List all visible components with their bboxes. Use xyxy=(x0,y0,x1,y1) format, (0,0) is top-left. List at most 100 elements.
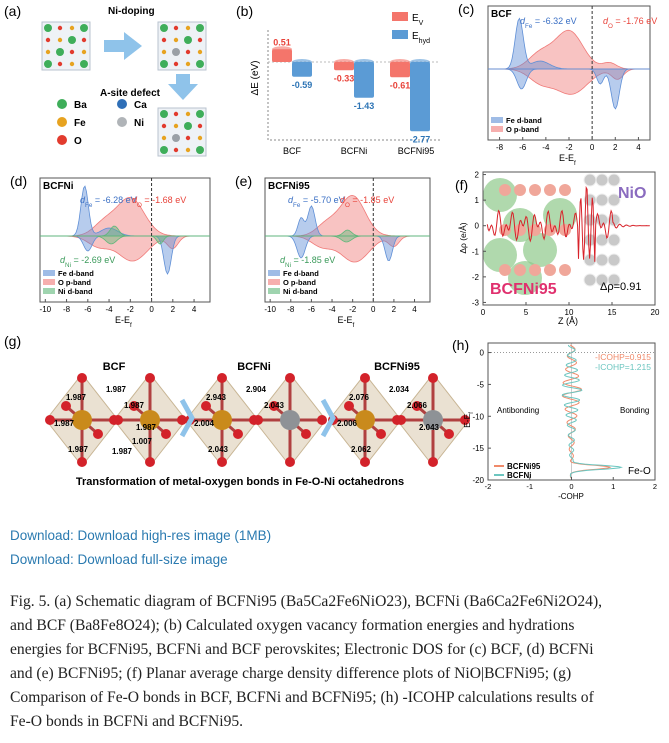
legend-atom xyxy=(117,117,127,127)
oxygen xyxy=(376,429,386,439)
bond-length: 1.007 xyxy=(132,437,153,446)
value-label: -0.61 xyxy=(390,80,411,90)
x-tick-label: -4 xyxy=(328,305,336,314)
y-tick-label: -15 xyxy=(472,444,484,453)
atom xyxy=(607,233,621,247)
panel-label: (f) xyxy=(455,177,468,193)
atom xyxy=(173,25,179,31)
symbol: d xyxy=(280,255,286,265)
subscript: f xyxy=(469,412,475,414)
x-tick-label: -8 xyxy=(63,305,71,314)
atom xyxy=(160,146,168,154)
base: E xyxy=(412,13,419,24)
symbol: d xyxy=(340,195,346,205)
oxygen xyxy=(129,401,139,411)
oxygen xyxy=(253,415,263,425)
atom xyxy=(607,173,621,187)
x-tick-label: 2 xyxy=(392,305,397,314)
bond-length: 1.987 xyxy=(68,445,89,454)
panel-label: (g) xyxy=(4,333,21,349)
x-tick-label: 15 xyxy=(608,308,617,317)
bond-length: 2.006 xyxy=(337,419,358,428)
symbol: d xyxy=(520,16,526,26)
bar xyxy=(410,62,430,132)
x-tick-label: -4 xyxy=(106,305,114,314)
x-tick-label: 2 xyxy=(653,482,657,491)
structure-title: BCFNi xyxy=(237,361,271,373)
atom xyxy=(69,25,75,31)
y-tick-label: -1 xyxy=(472,247,480,256)
oxygen xyxy=(301,429,311,439)
dos-curve xyxy=(488,29,650,70)
legend-label: Fe d-band xyxy=(58,269,94,278)
atom xyxy=(161,135,167,141)
atom xyxy=(595,253,609,267)
x-tick-label: BCFNi xyxy=(341,146,368,156)
x-tick-label: 0 xyxy=(590,143,595,152)
legend-label: Fe d-band xyxy=(506,116,542,125)
atom xyxy=(559,184,571,196)
oxygen xyxy=(444,429,454,439)
arrow xyxy=(104,32,142,60)
y-tick-label: 1 xyxy=(475,196,480,205)
region-label: Antibonding xyxy=(497,406,539,415)
bond-length: 2.066 xyxy=(407,401,428,410)
symbol: d xyxy=(60,255,66,265)
atom xyxy=(607,213,621,227)
atom xyxy=(44,60,52,68)
oxygen xyxy=(269,401,279,411)
symbol: d xyxy=(603,16,609,26)
caption-line: energies for BCFNi95, BCFNi and BCF pero… xyxy=(10,641,594,658)
download-link[interactable]: Download: Download full-size image xyxy=(10,552,228,567)
value-label: -0.33 xyxy=(334,73,355,83)
oxygen xyxy=(93,429,103,439)
arrow-label: A-site defect xyxy=(100,88,161,99)
region-label: BCFNi95 xyxy=(490,281,557,298)
legend-swatch xyxy=(43,270,55,276)
bond-length: 2.904 xyxy=(246,385,267,394)
subscript: Fe xyxy=(293,202,301,209)
x-tick-label: -2 xyxy=(565,143,573,152)
chevron xyxy=(179,398,195,438)
legend-swatch xyxy=(43,279,55,285)
oxygen xyxy=(233,429,243,439)
value: = -1.76 eV xyxy=(613,16,657,26)
atom xyxy=(80,24,88,32)
metal xyxy=(280,410,300,430)
legend-label: Fe d-band xyxy=(283,269,319,278)
caption-line: Fig. 5. (a) Schematic diagram of BCFNi95… xyxy=(10,593,602,610)
x-tick-label: 10 xyxy=(565,308,574,317)
metal xyxy=(212,410,232,430)
atom xyxy=(196,60,204,68)
panel-title: BCF xyxy=(491,9,512,20)
atom xyxy=(514,264,526,276)
atom xyxy=(81,49,87,55)
dos-curve xyxy=(488,68,650,110)
arrow-label: Ni-doping xyxy=(108,6,155,17)
atom xyxy=(57,25,63,31)
annotation: dNi = -1.85 eV xyxy=(280,255,335,269)
annotation: dFe = -6.32 eV xyxy=(520,16,577,30)
legend-swatch xyxy=(268,270,280,276)
atom xyxy=(529,184,541,196)
atom xyxy=(499,184,511,196)
annotation: -ICOHP=0.915 xyxy=(595,352,651,362)
oxygen xyxy=(177,415,187,425)
oxygen xyxy=(217,373,227,383)
legend-label: Ba xyxy=(74,100,87,111)
oxygen xyxy=(77,457,87,467)
x-tick-label: 0 xyxy=(569,482,573,491)
atom xyxy=(544,224,556,236)
metal xyxy=(355,410,375,430)
base: E-E xyxy=(559,153,574,163)
x-tick-label: 4 xyxy=(192,305,197,314)
download-link[interactable]: Download: Download high-res image (1MB) xyxy=(10,528,271,543)
atom xyxy=(57,61,63,67)
metal xyxy=(423,410,443,430)
atom xyxy=(483,178,517,212)
legend-label: Ni d-band xyxy=(58,287,93,296)
legend-label: EV xyxy=(412,13,424,27)
y-tick-label: -2 xyxy=(472,273,480,282)
base: E-E xyxy=(115,315,130,325)
